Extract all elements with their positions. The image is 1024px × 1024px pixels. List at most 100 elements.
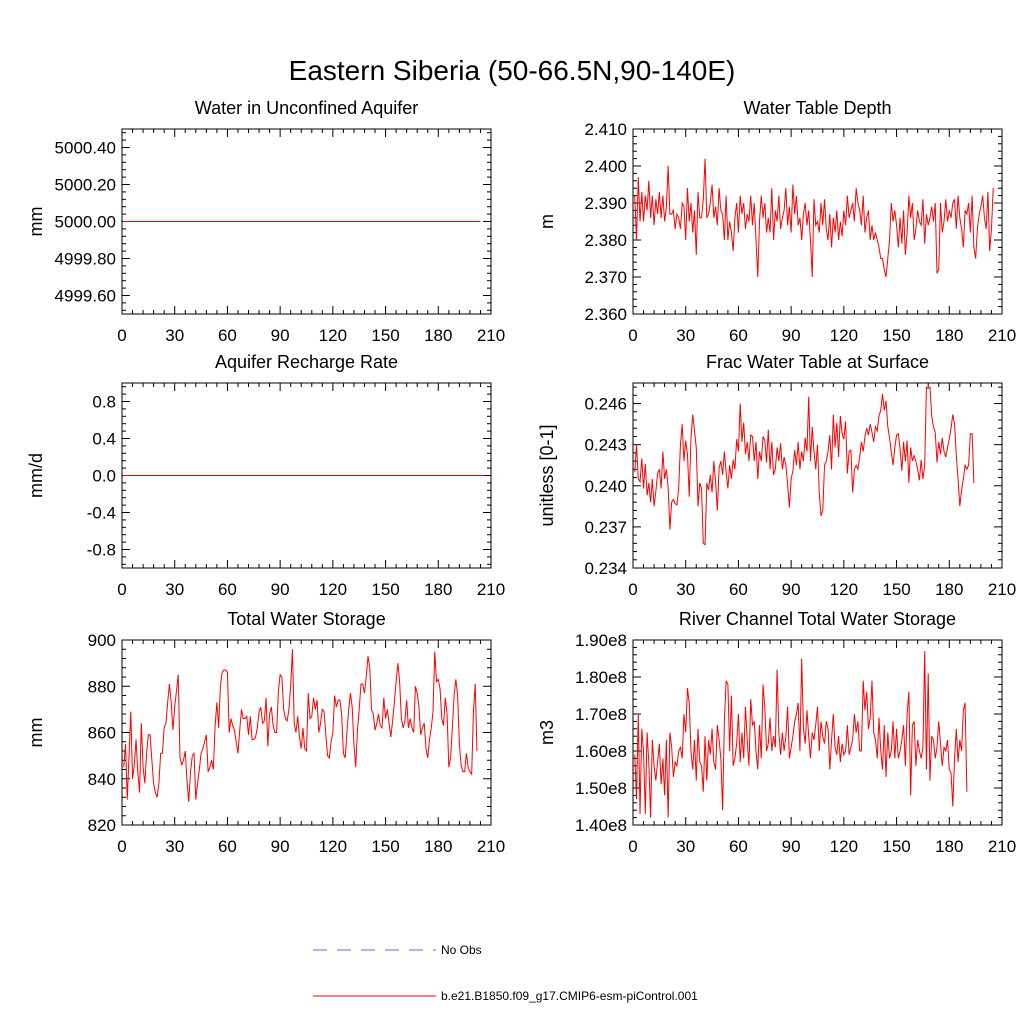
y-tick-label: 0.243 — [584, 436, 627, 455]
y-tick-label: 1.60e8 — [575, 742, 627, 761]
panel-title: Water Table Depth — [743, 98, 891, 118]
y-axis-label: unitless [0-1] — [537, 424, 557, 526]
x-tick-label: 120 — [319, 326, 347, 345]
x-tick-label: 90 — [782, 580, 801, 599]
x-tick-label: 30 — [676, 837, 695, 856]
panel-title: Water in Unconfined Aquifer — [195, 98, 418, 118]
x-tick-label: 90 — [782, 326, 801, 345]
x-tick-label: 210 — [988, 837, 1016, 856]
y-tick-label: 1.40e8 — [575, 816, 627, 835]
y-tick-label: 900 — [88, 631, 116, 650]
y-axis-label: m — [537, 214, 557, 229]
plot-frame — [632, 128, 1003, 315]
x-tick-label: 30 — [676, 580, 695, 599]
x-tick-label: 210 — [477, 837, 505, 856]
x-tick-label: 60 — [218, 580, 237, 599]
x-tick-label: 30 — [676, 326, 695, 345]
y-tick-label: 840 — [88, 770, 116, 789]
panel-title: Total Water Storage — [227, 609, 385, 629]
x-tick-label: 120 — [830, 580, 858, 599]
series-line — [634, 386, 975, 546]
chart-panel-1: Water in Unconfined Aquifer 0 30 60 90 120 150… — [26, 98, 505, 345]
x-tick-label: 120 — [319, 580, 347, 599]
y-tick-label: 1.50e8 — [575, 779, 627, 798]
y-axis-label: mm — [26, 718, 46, 748]
x-tick-label: 30 — [165, 580, 184, 599]
x-tick-label: 150 — [371, 580, 399, 599]
y-tick-label: 820 — [88, 816, 116, 835]
x-tick-label: 180 — [424, 580, 452, 599]
y-tick-label: 5000.00 — [55, 213, 116, 232]
y-tick-label: 2.360 — [584, 305, 627, 324]
x-tick-label: 210 — [988, 580, 1016, 599]
x-tick-label: 150 — [882, 326, 910, 345]
x-tick-label: 90 — [782, 837, 801, 856]
y-tick-label: 0.237 — [584, 518, 627, 537]
x-tick-label: 30 — [165, 837, 184, 856]
y-tick-label: 5000.20 — [55, 176, 116, 195]
x-tick-label: 120 — [319, 837, 347, 856]
y-tick-label: 860 — [88, 724, 116, 743]
x-tick-label: 150 — [882, 580, 910, 599]
x-tick-label: 60 — [218, 837, 237, 856]
panel-title: Frac Water Table at Surface — [706, 352, 929, 372]
y-tick-label: 4999.60 — [55, 287, 116, 306]
x-tick-label: 210 — [988, 326, 1016, 345]
x-tick-label: 180 — [935, 326, 963, 345]
y-axis-label: mm/d — [26, 453, 46, 498]
x-tick-label: 150 — [371, 837, 399, 856]
chart-panel-3: Aquifer Recharge Rate 0 30 60 90 120 150 180 210… — [26, 352, 505, 599]
series-line — [123, 649, 478, 802]
x-tick-label: 90 — [271, 837, 290, 856]
y-tick-label: 1.70e8 — [575, 705, 627, 724]
y-tick-label: 0.240 — [584, 477, 627, 496]
x-tick-label: 0 — [117, 837, 126, 856]
x-tick-label: 180 — [424, 837, 452, 856]
x-tick-label: 90 — [271, 326, 290, 345]
y-tick-label: 0.246 — [584, 395, 627, 414]
y-tick-label: 2.370 — [584, 268, 627, 287]
x-tick-label: 150 — [882, 837, 910, 856]
y-tick-label: -0.4 — [87, 504, 116, 523]
legend-model-label: b.e21.B1850.f09_g17.CMIP6-esm-piControl.… — [441, 989, 698, 1003]
x-tick-label: 210 — [477, 326, 505, 345]
y-tick-label: 2.380 — [584, 231, 627, 250]
y-tick-label: -0.8 — [87, 541, 116, 560]
y-tick-label: 2.410 — [584, 120, 627, 139]
x-tick-label: 60 — [218, 326, 237, 345]
y-tick-label: 2.400 — [584, 157, 627, 176]
x-tick-label: 120 — [830, 837, 858, 856]
y-tick-label: 880 — [88, 677, 116, 696]
x-tick-label: 0 — [628, 837, 637, 856]
x-tick-label: 0 — [628, 326, 637, 345]
x-tick-label: 60 — [729, 837, 748, 856]
x-tick-label: 180 — [424, 326, 452, 345]
x-tick-label: 0 — [117, 580, 126, 599]
plot-frame — [632, 382, 1003, 569]
x-tick-label: 90 — [271, 580, 290, 599]
chart-panel-4: Frac Water Table at Surface 0 30 60 90 120 150… — [537, 352, 1016, 599]
panel-title: River Channel Total Water Storage — [679, 609, 956, 629]
x-tick-label: 0 — [117, 326, 126, 345]
y-tick-label: 1.80e8 — [575, 668, 627, 687]
figure-title: Eastern Siberia (50-66.5N,90-140E) — [289, 55, 736, 86]
x-tick-label: 180 — [935, 837, 963, 856]
series-line — [634, 158, 994, 278]
chart-panel-6: River Channel Total Water Storage 0 30 60 90… — [537, 609, 1016, 856]
y-tick-label: 4999.80 — [55, 250, 116, 269]
plot-frame — [632, 639, 1003, 826]
legend-no-obs-label: No Obs — [441, 943, 482, 957]
x-tick-label: 180 — [935, 580, 963, 599]
y-tick-label: 2.390 — [584, 194, 627, 213]
panel-title: Aquifer Recharge Rate — [215, 352, 398, 372]
y-tick-label: 0.8 — [92, 393, 116, 412]
y-axis-label: mm — [26, 207, 46, 237]
y-tick-label: 0.4 — [92, 430, 116, 449]
x-tick-label: 60 — [729, 326, 748, 345]
x-tick-label: 60 — [729, 580, 748, 599]
x-tick-label: 120 — [830, 326, 858, 345]
chart-panel-2: Water Table Depth 0 30 60 90 120 150 180 210 2.36… — [537, 98, 1016, 345]
x-tick-label: 30 — [165, 326, 184, 345]
x-tick-label: 0 — [628, 580, 637, 599]
